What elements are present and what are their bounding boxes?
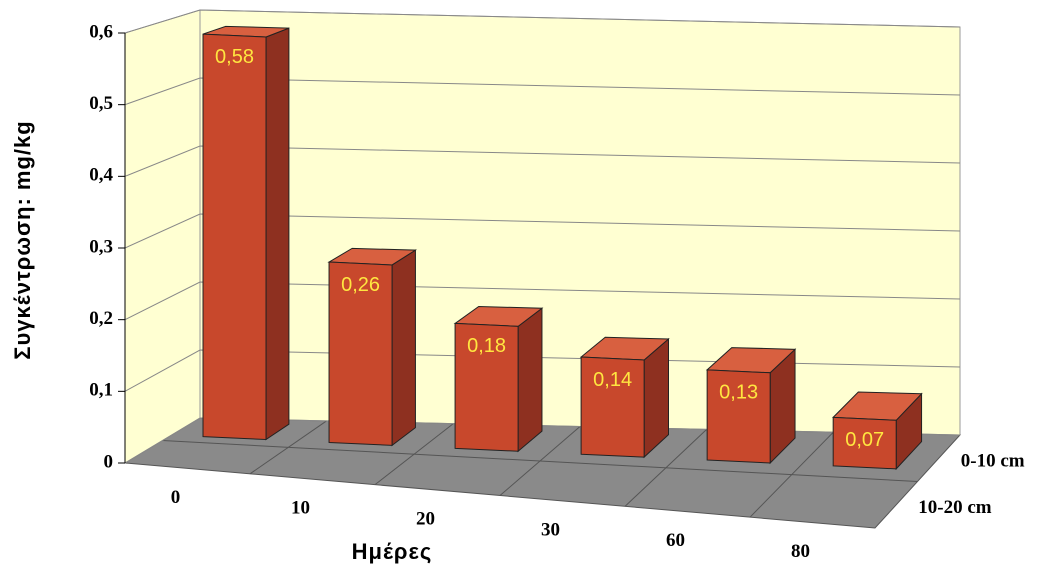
y-tick-label: 0,4 (89, 165, 113, 186)
depth-label: 10-20 cm (918, 497, 992, 518)
bar-side (517, 307, 543, 453)
y-tick-label: 0 (104, 451, 114, 472)
y-tick-label: 0,5 (89, 93, 113, 114)
grid-line (124, 349, 961, 392)
bar (579, 336, 670, 459)
floor-divider (162, 440, 918, 482)
x-tick-label: 0 (171, 487, 181, 508)
value-label: 0,07 (845, 429, 884, 451)
side-wall (124, 9, 201, 464)
x-tick-label: 60 (666, 530, 685, 551)
value-label: 0,14 (593, 369, 632, 391)
depth-label: 0-10 cm (961, 451, 1025, 472)
bar-front (202, 33, 267, 441)
x-tick-label: 80 (791, 541, 810, 562)
bar-front (328, 261, 393, 446)
y-tick-label: 0,2 (89, 308, 113, 329)
grid-line (124, 213, 961, 249)
bar (327, 247, 418, 447)
x-tick-label: 20 (416, 508, 435, 529)
bar-side (391, 249, 416, 447)
value-label: 0,13 (719, 382, 758, 404)
x-axis-title: Ημέρες (352, 539, 433, 564)
value-label: 0,26 (341, 274, 380, 296)
bar (453, 305, 544, 453)
bar-front (454, 322, 519, 452)
bar-front (832, 416, 897, 470)
y-tick-label: 0,6 (89, 21, 113, 42)
y-tick-label: 0,1 (89, 380, 113, 401)
bar (832, 391, 923, 471)
bar-side (265, 27, 290, 441)
grid-line (124, 281, 961, 321)
bar (705, 347, 797, 465)
value-label: 0,58 (215, 46, 254, 68)
y-tick-label: 0,3 (89, 236, 113, 257)
grid-line (124, 145, 961, 177)
value-label: 0,18 (467, 335, 506, 357)
y-axis-title: Συγκέντρωση: mg/kg (10, 120, 35, 359)
bar-front (706, 369, 771, 464)
bar-front (580, 356, 645, 458)
grid-line (124, 77, 961, 106)
x-tick-label: 30 (541, 519, 560, 540)
bar (202, 25, 290, 441)
grid-line (124, 9, 961, 34)
x-tick-label: 10 (291, 498, 310, 519)
